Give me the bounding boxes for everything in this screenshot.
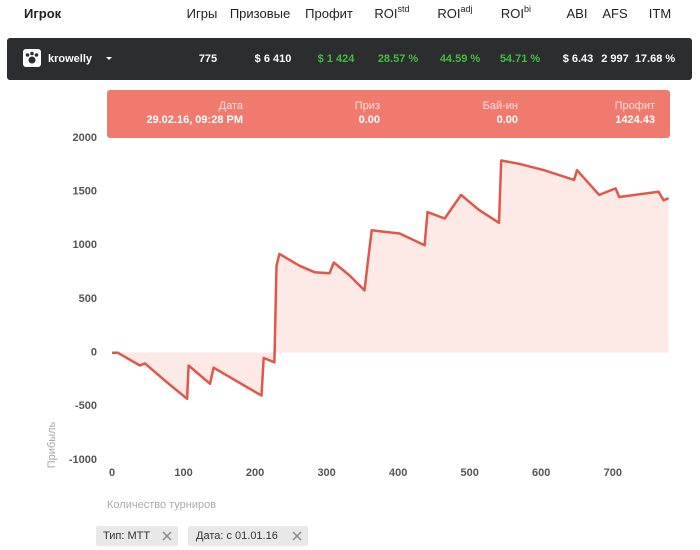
column-header: ITM <box>649 6 671 21</box>
filter-tag-bg <box>96 526 178 546</box>
column-sup: bi <box>524 4 531 14</box>
player-name[interactable]: krowelly <box>48 53 93 65</box>
x-tick-label: 100 <box>174 467 192 479</box>
tooltip-label: Профит <box>615 100 655 112</box>
tooltip-value: 1424.43 <box>615 114 655 126</box>
tooltip-value: 0.00 <box>497 114 518 126</box>
player-row-bg <box>7 38 692 80</box>
column-label: Профит <box>305 6 353 21</box>
y-tick-label: 2000 <box>73 132 97 144</box>
column-label: AFS <box>602 6 628 21</box>
player-cell: 28.57 % <box>378 53 419 65</box>
dropdown-caret[interactable] <box>106 57 112 60</box>
player-cell: $ 6.43 <box>563 53 594 65</box>
x-tick-label: 0 <box>109 467 115 479</box>
player-cell: 2 997 <box>601 53 629 65</box>
player-cell: 775 <box>199 53 217 65</box>
tooltip-value: 29.02.16, 09:28 PM <box>146 114 243 126</box>
y-tick-label: 1000 <box>73 239 97 251</box>
filter-remove[interactable] <box>162 531 172 541</box>
column-header: Профит <box>305 6 353 21</box>
player-cell: 17.68 % <box>635 53 676 65</box>
tooltip-value: 0.00 <box>359 114 380 126</box>
x-tick-label: 700 <box>604 467 622 479</box>
y-tick-label: -500 <box>75 400 97 412</box>
tooltip-label: Приз <box>355 100 380 112</box>
filter-tag: Тип: MTT <box>103 530 150 542</box>
player-icon <box>23 49 41 67</box>
x-tick-label: 500 <box>461 467 479 479</box>
column-label: ROI <box>501 6 524 21</box>
player-cell: 44.59 % <box>440 53 481 65</box>
y-tick-label: 0 <box>91 347 97 359</box>
player-cell: 54.71 % <box>500 53 541 65</box>
x-tick-label: 400 <box>389 467 407 479</box>
column-label: Игрок <box>24 6 62 21</box>
x-tick-label: 300 <box>317 467 335 479</box>
y-axis-label: Прибыль <box>46 421 58 468</box>
column-label: ITM <box>649 6 671 21</box>
x-tick-label: 600 <box>532 467 550 479</box>
y-tick-label: 1500 <box>73 186 97 198</box>
column-sup: std <box>398 4 410 14</box>
column-label: Призовые <box>230 6 290 21</box>
x-axis-label: Количество турниров <box>107 499 216 511</box>
column-header: ABI <box>567 6 588 21</box>
column-label: ROI <box>374 6 397 21</box>
column-header: ROIadj <box>437 4 472 21</box>
column-label: ABI <box>567 6 588 21</box>
player-cell: $ 1 424 <box>318 53 356 65</box>
player-cell: $ 6 410 <box>255 53 292 65</box>
column-header: Игры <box>187 6 218 21</box>
tooltip-label: Бай-ин <box>483 100 518 112</box>
filter-remove[interactable] <box>292 531 302 541</box>
y-tick-label: -1000 <box>69 454 97 466</box>
tooltip-bg <box>107 90 670 138</box>
x-tick-label: 200 <box>246 467 264 479</box>
filter-tag-bg <box>188 526 308 546</box>
y-tick-label: 500 <box>79 293 97 305</box>
column-header: ROIstd <box>374 4 409 21</box>
area <box>112 160 669 399</box>
tooltip-label: Дата <box>219 100 244 112</box>
filter-tag: Дата: с 01.01.16 <box>196 530 278 542</box>
column-label: Игры <box>187 6 218 21</box>
column-label: ROI <box>437 6 460 21</box>
column-header: AFS <box>602 6 628 21</box>
column-sup: adj <box>461 4 473 14</box>
column-header: ROIbi <box>501 4 531 21</box>
column-header: Игрок <box>24 6 62 21</box>
line <box>112 159 670 401</box>
column-header: Призовые <box>230 6 290 21</box>
